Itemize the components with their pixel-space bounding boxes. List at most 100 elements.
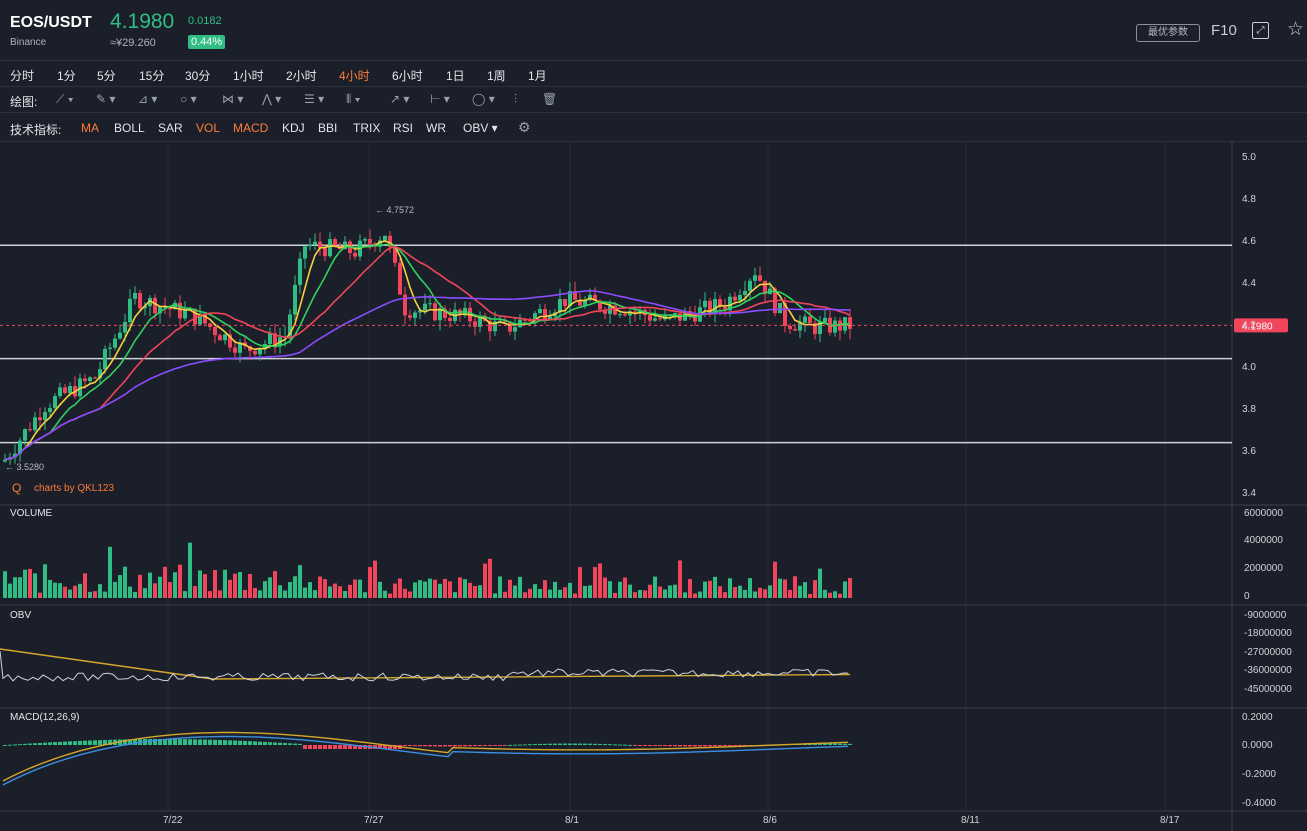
macd-histogram-bar bbox=[313, 745, 317, 749]
macd-histogram-bar bbox=[158, 739, 162, 745]
macd-tick-label: -0.2000 bbox=[1242, 769, 1276, 780]
indicator-kdj[interactable]: KDJ bbox=[282, 121, 305, 135]
candle-body bbox=[538, 309, 542, 314]
macd-histogram-bar bbox=[273, 742, 277, 745]
volume-bar bbox=[533, 584, 537, 598]
bars-tool-icon[interactable]: ⫶ bbox=[514, 92, 518, 106]
pen-tool-icon[interactable]: ✎ ▾ bbox=[96, 92, 116, 106]
indicator-rsi[interactable]: RSI bbox=[393, 121, 414, 135]
volume-bar bbox=[308, 582, 312, 598]
macd-histogram-bar bbox=[298, 743, 302, 745]
f10-button[interactable]: F10 bbox=[1211, 22, 1237, 39]
indicator-bbi[interactable]: BBI bbox=[318, 121, 338, 135]
macd-histogram-bar bbox=[538, 743, 542, 745]
x-tick-label: 8/11 bbox=[961, 815, 980, 826]
candle-body bbox=[108, 347, 112, 349]
star-icon[interactable]: ☆ bbox=[1287, 19, 1305, 40]
candle-body bbox=[53, 396, 57, 408]
volume-bar bbox=[3, 571, 7, 598]
volume-bar bbox=[278, 585, 282, 598]
timeframe-tab[interactable]: 分时 bbox=[10, 69, 35, 83]
timeframe-tab[interactable]: 2小时 bbox=[286, 69, 317, 83]
best-params-button[interactable]: 最优参数 bbox=[1136, 24, 1200, 42]
volume-bar bbox=[473, 585, 477, 598]
chart-canvas[interactable]: 4.1980 ← 4.7572 ← 3.5280 Q charts by QKL… bbox=[0, 141, 1307, 831]
indicator-obv[interactable]: OBV ▾ bbox=[463, 121, 498, 135]
timeframe-tab[interactable]: 5分 bbox=[97, 69, 116, 83]
y-tick-label: 4.4 bbox=[1242, 278, 1256, 289]
x-tick-label: 7/27 bbox=[364, 815, 384, 826]
macd-histogram-bar bbox=[8, 744, 12, 746]
price-cny: ≈¥29.260 bbox=[110, 37, 156, 49]
channel-tool-icon[interactable]: ⊿ ▾ bbox=[138, 92, 158, 106]
candle-body bbox=[253, 351, 257, 355]
timeframe-tab[interactable]: 6小时 bbox=[392, 69, 423, 83]
candle-body bbox=[428, 303, 432, 305]
pattern-tool-icon[interactable]: ⋀ ▾ bbox=[262, 92, 282, 106]
fib-tool-icon[interactable]: ☰ ▾ bbox=[304, 92, 325, 106]
candle-body bbox=[383, 235, 387, 241]
macd-histogram-bar bbox=[603, 744, 607, 746]
macd-histogram-bar bbox=[213, 739, 217, 745]
timeframe-tab[interactable]: 15分 bbox=[139, 69, 165, 83]
symbol-title[interactable]: EOS/USDT bbox=[10, 14, 92, 31]
volume-bar bbox=[668, 585, 672, 598]
timeframe-tab[interactable]: 1日 bbox=[446, 69, 465, 83]
macd-histogram-bar bbox=[473, 745, 477, 747]
timeframe-tab-active[interactable]: 4小时 bbox=[339, 69, 370, 83]
macd-histogram-bar bbox=[268, 742, 272, 745]
trash-icon[interactable]: 🗑 bbox=[542, 92, 558, 106]
indicator-sar[interactable]: SAR bbox=[158, 121, 183, 135]
indicator-boll[interactable]: BOLL bbox=[114, 121, 145, 135]
candle-body bbox=[218, 335, 222, 341]
wave-tool-icon[interactable]: ⋈ ▾ bbox=[222, 92, 244, 106]
candle-body bbox=[268, 333, 272, 344]
macd-histogram-bar bbox=[443, 745, 447, 747]
comment-tool-icon[interactable]: ◯ ▾ bbox=[472, 92, 495, 106]
last-price: 4.1980 bbox=[110, 10, 175, 33]
volume-bar bbox=[728, 578, 732, 598]
indicator-macd[interactable]: MACD bbox=[233, 121, 269, 135]
macd-histogram-bar bbox=[263, 741, 267, 745]
volume-bar bbox=[703, 581, 707, 598]
gann-tool-icon[interactable]: ⦀ ▾ bbox=[346, 92, 361, 106]
candle-body bbox=[728, 296, 732, 311]
timeframe-tab[interactable]: 1月 bbox=[528, 69, 547, 83]
fullscreen-icon[interactable]: ⤢ bbox=[1252, 22, 1269, 39]
macd-histogram-bar bbox=[338, 745, 342, 749]
high-label: ← 4.7572 bbox=[375, 205, 414, 215]
measure-tool-icon[interactable]: ⊢ ▾ bbox=[430, 92, 450, 106]
timeframe-tab[interactable]: 30分 bbox=[185, 69, 211, 83]
obv-tick-label: -45000000 bbox=[1244, 684, 1292, 695]
macd-histogram-bar bbox=[438, 745, 442, 747]
indicator-ma[interactable]: MA bbox=[81, 121, 99, 135]
candle-body bbox=[298, 258, 302, 285]
candle-body bbox=[628, 311, 632, 316]
gear-icon[interactable]: ⚙ bbox=[518, 119, 531, 135]
macd-histogram-bar bbox=[458, 745, 462, 747]
volume-bar bbox=[378, 581, 382, 598]
volume-bar bbox=[233, 573, 237, 598]
timeframe-tab[interactable]: 1分 bbox=[57, 69, 76, 83]
volume-bar bbox=[738, 585, 742, 598]
price-change: 0.0182 bbox=[188, 15, 222, 27]
line-tool-icon[interactable]: ⟋ ▾ bbox=[56, 92, 74, 106]
macd-histogram-bar bbox=[198, 739, 202, 745]
macd-histogram-bar bbox=[98, 740, 102, 745]
x-tick-label: 8/1 bbox=[565, 815, 579, 826]
timeframe-tab[interactable]: 1小时 bbox=[233, 69, 264, 83]
volume-bar bbox=[163, 566, 167, 598]
candle-body bbox=[813, 322, 817, 335]
circle-tool-icon[interactable]: ○ ▾ bbox=[180, 92, 197, 106]
indicator-trix[interactable]: TRIX bbox=[353, 121, 381, 135]
macd-histogram-bar bbox=[838, 743, 842, 745]
indicator-vol[interactable]: VOL bbox=[196, 121, 221, 135]
volume-bar bbox=[758, 587, 762, 598]
macd-histogram-bar bbox=[378, 745, 382, 749]
candle-body bbox=[313, 241, 317, 245]
indicator-wr[interactable]: WR bbox=[426, 121, 446, 135]
macd-histogram-bar bbox=[583, 743, 587, 745]
macd-histogram-bar bbox=[613, 744, 617, 746]
timeframe-tab[interactable]: 1周 bbox=[487, 69, 506, 83]
arrow-tool-icon[interactable]: ↗ ▾ bbox=[390, 92, 410, 106]
